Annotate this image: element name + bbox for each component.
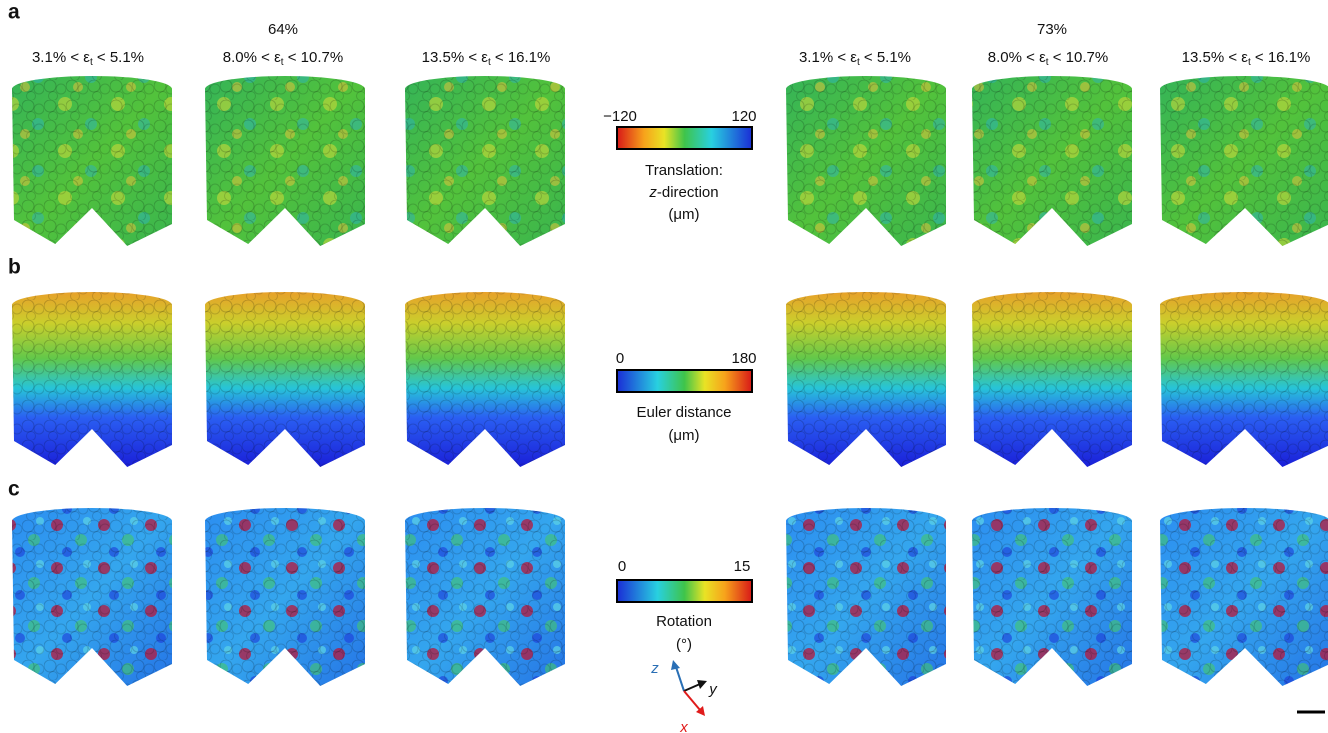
column-label: 3.1% < εt < 5.1% [799,49,911,68]
panel-label: a [8,1,20,24]
colorbar-title: Rotation [656,613,712,630]
y-label: y [708,681,718,698]
sample-texture [972,76,1132,246]
column-label: 8.0% < εt < 10.7% [988,49,1108,68]
sample-texture [972,292,1132,467]
range-upper: < 10.7% [284,49,344,66]
colorbar-unit: (μm) [668,206,699,223]
z-label: z [650,660,659,677]
column-label: 8.0% < εt < 10.7% [223,49,343,68]
sample-texture [786,292,946,467]
colorbar-max: 180 [731,350,756,367]
range-upper: < 5.1% [93,49,144,66]
figure: a b c 64% 73% 3.1% < εt < 5.1% 8.0% < εt … [0,0,1328,733]
range-lower: 8.0% < [223,49,274,66]
y-arrow [684,684,700,691]
sample-texture [205,292,365,467]
axis-triad: z y x [650,660,718,733]
colorbar-title: z-direction [648,184,718,201]
sample-texture [12,508,172,686]
sample-texture [205,76,365,246]
sample-texture [786,508,946,686]
colorbar-min: 0 [616,350,624,367]
column-label: 3.1% < εt < 5.1% [32,49,144,68]
sample-texture [972,508,1132,686]
panel-label: c [8,478,20,501]
sample-texture [205,508,365,686]
range-upper: < 5.1% [860,49,911,66]
range-lower: 8.0% < [988,49,1039,66]
sample-texture [405,292,565,467]
sample-texture [1160,292,1328,467]
colorbar [617,127,752,149]
figure-body: { "panels": [ {"label": "a", "colorbar":… [0,0,1328,733]
z-arrowhead [671,660,680,670]
range-upper: < 16.1% [1251,49,1311,66]
page: Grain translation and rotation html, bod… [0,0,1328,733]
colorbar [617,580,752,602]
group-title: 64% [268,21,298,38]
range-upper: < 16.1% [491,49,551,66]
z-arrow [676,667,684,691]
range-upper: < 10.7% [1049,49,1109,66]
range-lower: 3.1% < [32,49,83,66]
panel-label: b [8,256,21,279]
column-labels: 3.1% < εt < 5.1% 8.0% < εt < 10.7% 13.5% <… [32,49,1310,68]
range-lower: 13.5% < [422,49,482,66]
sample-texture [1160,508,1328,686]
sample-texture [786,76,946,246]
sample-texture [1160,76,1328,246]
colorbar-title-rest: -direction [657,184,719,201]
colorbar-min: 0 [618,558,626,575]
group-title: 73% [1037,21,1067,38]
colorbar-min: −120 [603,108,637,125]
colorbar [617,370,752,392]
colorbar-unit: (°) [676,636,692,653]
colorbar-title: Euler distance [636,404,731,421]
column-label: 13.5% < εt < 16.1% [422,49,551,68]
range-lower: 13.5% < [1182,49,1242,66]
x-arrow [684,691,700,710]
sample-texture [12,292,172,467]
sample-texture [405,76,565,246]
sample-texture [12,76,172,246]
sample-texture [405,508,565,686]
y-arrowhead [697,680,707,689]
colorbar-unit: (μm) [668,427,699,444]
range-lower: 3.1% < [799,49,850,66]
column-label: 13.5% < εt < 16.1% [1182,49,1311,68]
x-label: x [679,719,688,733]
colorbar-title: Translation: [645,162,723,179]
colorbar-max: 120 [731,108,756,125]
colorbar-max: 15 [734,558,751,575]
